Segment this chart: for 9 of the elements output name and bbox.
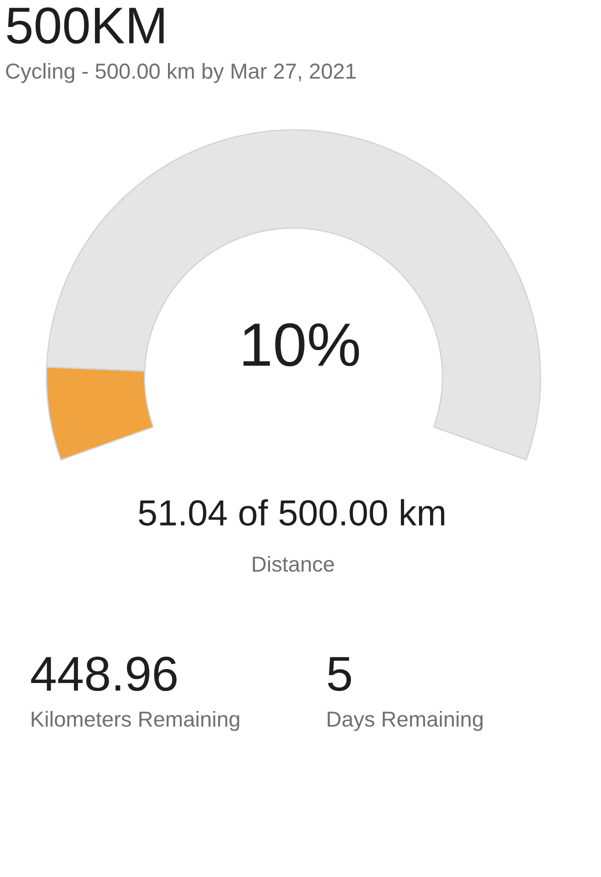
text: 448.96 <box>31 656 177 692</box>
text: 5 <box>328 657 351 692</box>
chart-title: 500KM <box>7 7 164 44</box>
text: Distance <box>252 556 334 572</box>
chart-subtitle: Cycling - 500.00 km by Mar 27, 2021 <box>6 62 356 84</box>
text: 51.04 of 500.00 km <box>138 499 444 526</box>
text: Days Remaining <box>328 710 483 732</box>
text: 10% <box>244 323 359 366</box>
text: Kilometers Remaining <box>32 710 240 732</box>
